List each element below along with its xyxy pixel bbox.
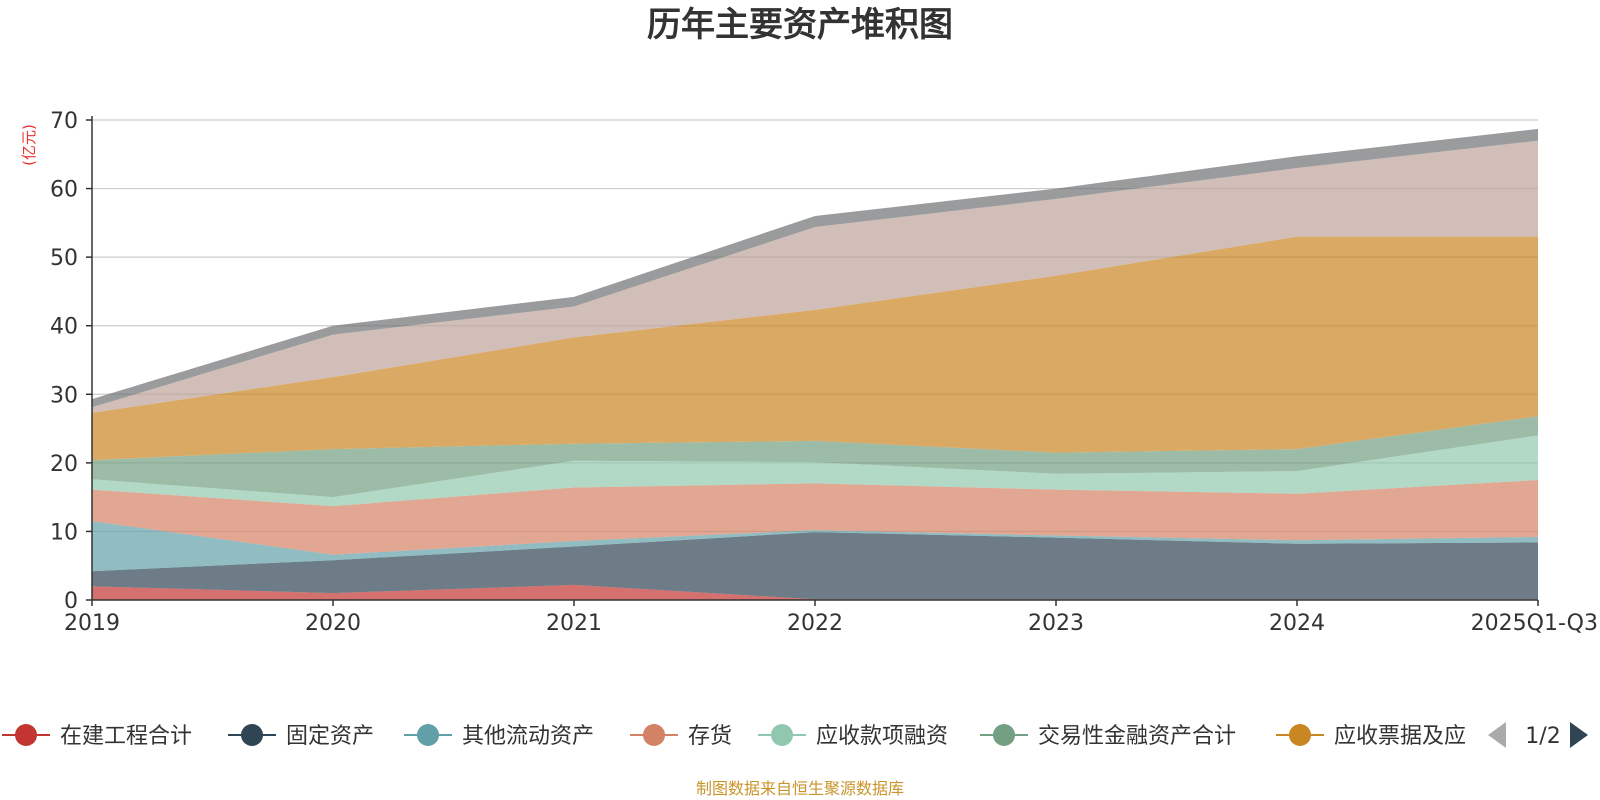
area-series-5[interactable] [92,416,1538,498]
legend-swatch-dot [1289,724,1311,746]
y-tick-label: 30 [50,383,78,408]
legend-item[interactable]: 应收票据及应 [1276,724,1466,749]
x-tick-label: 2023 [1028,611,1084,636]
x-tick-label: 2019 [64,611,120,636]
chart-title: 历年主要资产堆积图 [647,5,953,45]
legend-item[interactable]: 交易性金融资产合计 [980,724,1236,749]
y-tick-label: 0 [64,589,78,614]
area-series-0[interactable] [92,584,1538,600]
legend-item[interactable]: 其他流动资产 [404,724,594,749]
x-tick-label: 2021 [546,611,602,636]
legend[interactable]: 在建工程合计 固定资产 其他流动资产 存货 应收款项融资 交易性金融资产合计 应收票据及应 [2,724,1466,749]
legend-label: 在建工程合计 [60,724,192,749]
legend-item[interactable]: 在建工程合计 [2,724,192,749]
legend-swatch-dot [241,724,263,746]
area-series-1[interactable] [92,532,1538,600]
legend-page-indicator: 1/2 [1525,724,1560,749]
legend-label: 交易性金融资产合计 [1038,724,1236,749]
x-tick-label: 2025Q1-Q3 [1471,611,1598,636]
legend-swatch-dot [15,724,37,746]
legend-label: 其他流动资产 [462,724,594,749]
y-tick-label: 40 [50,315,78,340]
legend-label: 固定资产 [286,724,374,749]
legend-next-page-icon[interactable] [1570,722,1588,748]
area-series-6[interactable] [92,236,1538,461]
y-tick-label: 70 [50,109,78,134]
y-tick-label: 50 [50,246,78,271]
legend-prev-page-icon[interactable] [1488,722,1506,748]
area-series-4[interactable] [92,435,1538,507]
legend-item[interactable]: 存货 [630,724,732,749]
y-tick-label: 20 [50,452,78,477]
area-series-2[interactable] [92,521,1538,572]
area-series-3[interactable] [92,480,1538,555]
area-series-8[interactable] [92,128,1538,408]
legend-item[interactable]: 固定资产 [228,724,374,749]
y-tick-label: 60 [50,178,78,203]
legend-swatch-dot [643,724,665,746]
legend-swatch-dot [993,724,1015,746]
y-axis-unit-label: (亿元) [20,124,38,166]
legend-label: 应收票据及应 [1334,724,1466,749]
y-axis-ticks: 0 10 20 30 40 50 60 70 [50,109,92,614]
legend-pager: 1/2 [1488,722,1588,749]
x-tick-label: 2020 [305,611,361,636]
legend-item[interactable]: 应收款项融资 [758,724,948,749]
source-note: 制图数据来自恒生聚源数据库 [696,779,904,798]
legend-label: 存货 [688,724,732,749]
legend-swatch-dot [417,724,439,746]
x-axis-ticks: 2019 2020 2021 2022 2023 2024 2025Q1-Q3 [64,600,1598,636]
x-tick-label: 2022 [787,611,843,636]
y-tick-label: 10 [50,520,78,545]
x-tick-label: 2024 [1269,611,1325,636]
area-series-group [92,128,1538,600]
area-series-7[interactable] [92,140,1538,413]
legend-swatch-dot [771,724,793,746]
legend-label: 应收款项融资 [816,724,948,749]
